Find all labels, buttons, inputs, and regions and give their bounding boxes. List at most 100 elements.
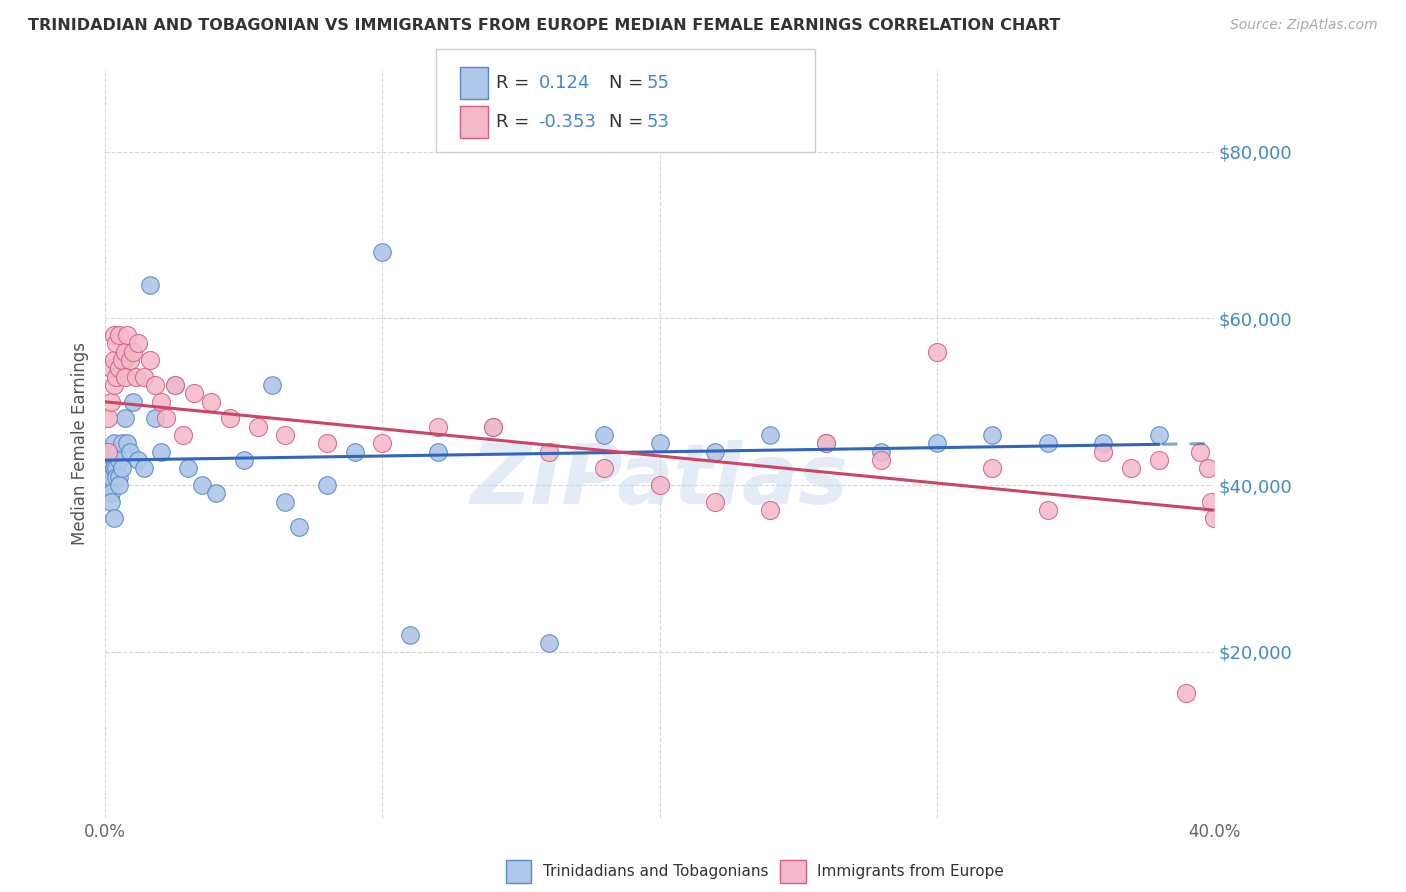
- Point: [127, 336, 149, 351]
- Point: [183, 386, 205, 401]
- Point: [537, 445, 560, 459]
- Point: [426, 445, 449, 459]
- Point: [103, 461, 125, 475]
- Point: [143, 411, 166, 425]
- Point: [759, 428, 782, 442]
- Text: Immigrants from Europe: Immigrants from Europe: [817, 864, 1004, 879]
- Point: [103, 378, 125, 392]
- Point: [103, 511, 125, 525]
- Point: [97, 445, 120, 459]
- Point: [103, 328, 125, 343]
- Point: [482, 420, 505, 434]
- Text: R =: R =: [496, 113, 536, 131]
- Point: [117, 436, 139, 450]
- Point: [120, 353, 142, 368]
- Point: [759, 503, 782, 517]
- Point: [1197, 461, 1219, 475]
- Point: [1189, 445, 1212, 459]
- Point: [163, 378, 186, 392]
- Point: [593, 428, 616, 442]
- Point: [1036, 436, 1059, 450]
- Point: [108, 361, 131, 376]
- Point: [219, 411, 242, 425]
- Point: [103, 436, 125, 450]
- Point: [288, 520, 311, 534]
- Point: [100, 470, 122, 484]
- Point: [97, 445, 120, 459]
- Point: [111, 461, 134, 475]
- Point: [1202, 511, 1225, 525]
- Point: [981, 428, 1004, 442]
- Point: [246, 420, 269, 434]
- Point: [704, 495, 727, 509]
- Point: [537, 636, 560, 650]
- Point: [814, 436, 837, 450]
- Point: [105, 461, 128, 475]
- Point: [108, 478, 131, 492]
- Point: [103, 453, 125, 467]
- Point: [426, 420, 449, 434]
- Point: [114, 369, 136, 384]
- Point: [1036, 503, 1059, 517]
- Point: [97, 478, 120, 492]
- Point: [981, 461, 1004, 475]
- Text: 55: 55: [647, 74, 669, 92]
- Point: [814, 436, 837, 450]
- Point: [105, 336, 128, 351]
- Point: [1092, 445, 1115, 459]
- Point: [105, 369, 128, 384]
- Point: [97, 411, 120, 425]
- Point: [172, 428, 194, 442]
- Point: [155, 411, 177, 425]
- Point: [205, 486, 228, 500]
- Point: [343, 445, 366, 459]
- Point: [138, 353, 160, 368]
- Point: [122, 344, 145, 359]
- Point: [132, 369, 155, 384]
- Text: -0.353: -0.353: [538, 113, 596, 131]
- Point: [1092, 436, 1115, 450]
- Point: [191, 478, 214, 492]
- Point: [1119, 461, 1142, 475]
- Point: [1175, 686, 1198, 700]
- Point: [704, 445, 727, 459]
- Point: [114, 411, 136, 425]
- Point: [316, 436, 339, 450]
- Point: [274, 495, 297, 509]
- Point: [870, 445, 893, 459]
- Text: 53: 53: [647, 113, 669, 131]
- Point: [100, 453, 122, 467]
- Y-axis label: Median Female Earnings: Median Female Earnings: [72, 342, 89, 545]
- Point: [108, 470, 131, 484]
- Point: [122, 394, 145, 409]
- Point: [200, 394, 222, 409]
- Point: [274, 428, 297, 442]
- Point: [1147, 453, 1170, 467]
- Text: TRINIDADIAN AND TOBAGONIAN VS IMMIGRANTS FROM EUROPE MEDIAN FEMALE EARNINGS CORR: TRINIDADIAN AND TOBAGONIAN VS IMMIGRANTS…: [28, 18, 1060, 33]
- Point: [120, 445, 142, 459]
- Point: [105, 470, 128, 484]
- Point: [149, 394, 172, 409]
- Point: [97, 461, 120, 475]
- Point: [114, 353, 136, 368]
- Point: [132, 461, 155, 475]
- Point: [143, 378, 166, 392]
- Point: [100, 394, 122, 409]
- Point: [149, 445, 172, 459]
- Point: [1199, 495, 1222, 509]
- Point: [1147, 428, 1170, 442]
- Point: [399, 628, 422, 642]
- Point: [114, 344, 136, 359]
- Point: [127, 453, 149, 467]
- Text: N =: N =: [609, 74, 648, 92]
- Point: [108, 328, 131, 343]
- Point: [100, 486, 122, 500]
- Point: [105, 445, 128, 459]
- Text: 0.124: 0.124: [538, 74, 591, 92]
- Point: [111, 436, 134, 450]
- Text: N =: N =: [609, 113, 648, 131]
- Point: [870, 453, 893, 467]
- Point: [260, 378, 283, 392]
- Point: [100, 361, 122, 376]
- Point: [482, 420, 505, 434]
